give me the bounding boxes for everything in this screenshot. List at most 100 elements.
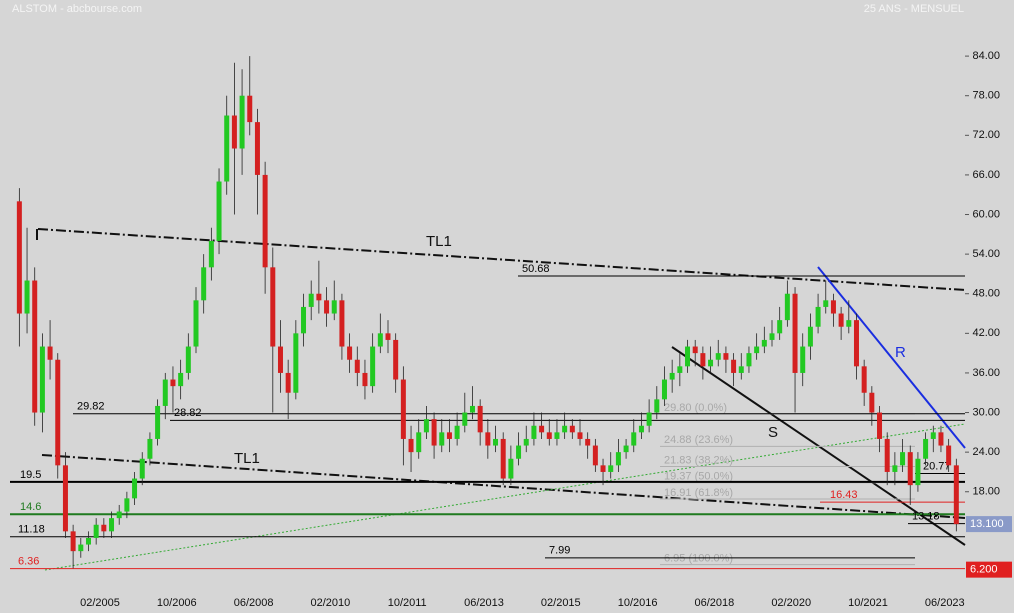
candle-body [815, 306, 821, 327]
candle-body [592, 445, 598, 466]
candle-body [193, 300, 199, 347]
trendline [817, 266, 966, 449]
y-tick-label: 78.00 [972, 90, 1000, 102]
candle-body [24, 280, 30, 314]
level-label: 11.18 [18, 524, 45, 536]
candle-body [254, 122, 260, 175]
candle-body [577, 432, 583, 439]
candle-body [454, 425, 460, 439]
candle-body [170, 379, 176, 387]
x-tick-label: 02/2020 [771, 597, 811, 609]
candle-body [738, 366, 744, 373]
candle-body [331, 300, 337, 314]
y-tick-label: 84.00 [972, 50, 1000, 62]
candle-body [516, 445, 522, 459]
candle-body [93, 524, 99, 538]
fib-label: 19.37 (50.0%) [664, 471, 733, 483]
trendline-label: TL1 [234, 450, 260, 467]
level-label: 29.82 [77, 401, 105, 413]
level-label: 50.68 [522, 263, 550, 275]
candle-body [761, 339, 767, 347]
candle-body [400, 379, 406, 439]
candle-body [869, 392, 875, 413]
candle-body [262, 174, 268, 268]
candle-body [208, 240, 214, 268]
candle-body [132, 478, 138, 499]
candle-body [55, 359, 61, 466]
candle-body [270, 267, 276, 347]
candle-body [370, 346, 376, 387]
candle-body [877, 412, 883, 439]
level-label: 14.6 [20, 501, 41, 513]
x-tick-label: 02/2015 [541, 597, 581, 609]
candle-body [900, 452, 906, 466]
candle-body [439, 432, 445, 446]
candle-body [385, 333, 391, 340]
candle-body [830, 300, 836, 314]
candle-body [554, 432, 560, 439]
candle-body [308, 293, 314, 307]
candle-body [777, 320, 783, 334]
candle-body [78, 544, 84, 552]
fib-label: 24.88 (23.6%) [664, 434, 733, 446]
candle-body [147, 438, 153, 459]
candle-body [508, 458, 514, 479]
fib-label: 29.80 (0.0%) [664, 402, 727, 414]
candle-body [531, 425, 537, 439]
candle-body [70, 531, 76, 552]
fib-label: 16.91 (61.8%) [664, 487, 733, 499]
candle-body [485, 432, 491, 446]
candle-body [685, 346, 691, 367]
candle-body [946, 445, 952, 466]
candle-body [523, 438, 529, 446]
candle-body [239, 95, 245, 149]
candle-body [500, 438, 506, 479]
candle-body [16, 201, 22, 314]
candle-body [746, 353, 752, 367]
fib-label: 21.83 (38.2%) [664, 454, 733, 466]
price-tag-label: 13.100 [970, 518, 1004, 530]
candle-body [638, 425, 644, 433]
level-label: 20.77 [923, 460, 951, 472]
candle-body [101, 524, 107, 532]
candle-body [585, 438, 591, 446]
price-tag [966, 561, 1012, 578]
candle-body [853, 320, 859, 367]
candle-body [185, 346, 191, 373]
y-tick-label: 48.00 [972, 288, 1000, 300]
x-tick-label: 02/2005 [80, 597, 120, 609]
candle-body [907, 452, 913, 486]
candle-body [47, 346, 53, 360]
candle-body [654, 399, 660, 413]
level-label: 16.43 [830, 489, 858, 501]
candle-body [393, 339, 399, 380]
candle-body [178, 372, 184, 387]
candle-body [562, 425, 568, 433]
candle-body [139, 458, 145, 479]
candle-body [930, 432, 936, 439]
candle-body [446, 432, 452, 439]
candle-body [792, 293, 798, 373]
candle-body [700, 353, 706, 367]
candle-body [231, 115, 237, 149]
x-tick-label: 10/2021 [848, 597, 888, 609]
candle-body [915, 458, 921, 486]
y-tick-label: 42.00 [972, 327, 1000, 339]
y-tick-label: 54.00 [972, 248, 1000, 260]
x-tick-label: 10/2011 [388, 597, 427, 609]
candle-body [715, 353, 721, 360]
candle-body [723, 353, 729, 360]
candle-body [708, 359, 714, 367]
candle-body [347, 346, 353, 360]
candle-body [677, 366, 683, 373]
candle-body [354, 359, 360, 373]
candle-body [569, 425, 575, 433]
x-tick-label: 06/2013 [464, 597, 504, 609]
candle-body [293, 333, 299, 393]
candle-body [669, 372, 675, 380]
candle-body [224, 115, 230, 182]
candle-body [923, 438, 929, 459]
x-tick-label: 06/2023 [925, 597, 965, 609]
candle-body [116, 511, 122, 519]
candle-body [861, 366, 867, 393]
